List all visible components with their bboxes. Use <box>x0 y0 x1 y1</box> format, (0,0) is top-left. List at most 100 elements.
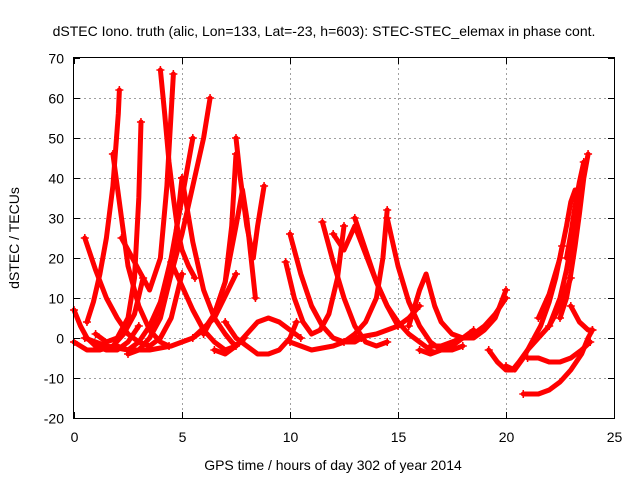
plus-marker <box>188 134 197 142</box>
series-sat-21 <box>283 223 347 337</box>
plus-marker <box>584 150 593 158</box>
plus-marker <box>169 70 178 78</box>
plus-marker <box>80 334 89 342</box>
y-tick-label: 30 <box>48 211 64 227</box>
plus-marker <box>562 254 571 262</box>
series-sat-26 <box>341 207 390 345</box>
plus-marker <box>251 294 260 302</box>
series-sat-30 <box>427 287 509 349</box>
series-sat-19 <box>222 319 299 357</box>
plus-marker <box>156 66 165 74</box>
plus-marker <box>91 330 100 338</box>
series-sat-11 <box>147 95 213 333</box>
plus-marker <box>458 342 467 350</box>
x-tick-label: 20 <box>499 429 515 445</box>
series-sat-09 <box>157 67 198 281</box>
series-sat-20 <box>287 231 364 345</box>
plus-marker <box>232 134 240 142</box>
plus-marker <box>292 318 301 326</box>
y-tick-label: 20 <box>48 251 64 267</box>
plus-marker <box>556 314 564 322</box>
plus-marker <box>80 234 89 242</box>
series-sat-10 <box>119 71 176 293</box>
plus-marker <box>167 258 176 266</box>
x-tick-label: 10 <box>283 429 299 445</box>
series-sat-33 <box>520 327 595 397</box>
plus-marker <box>588 326 597 334</box>
plus-marker <box>484 346 493 354</box>
series-sat-04 <box>84 87 122 325</box>
plus-marker <box>206 94 215 102</box>
plus-marker <box>178 174 186 182</box>
y-tick-label: 60 <box>48 91 64 107</box>
plus-marker <box>296 334 305 342</box>
x-axis-label: GPS time / hours of day 302 of year 2014 <box>204 457 462 473</box>
plus-marker <box>415 346 424 354</box>
plus-marker <box>281 258 290 266</box>
plus-marker <box>286 338 294 346</box>
y-tick-label: -10 <box>44 371 64 387</box>
series-sat-03 <box>82 235 185 349</box>
series-sat-17 <box>233 135 267 261</box>
y-axis-label: dSTEC / TECUs <box>6 187 22 289</box>
plus-marker <box>383 206 392 214</box>
series-sat-05 <box>93 119 144 345</box>
series-sat-23 <box>319 219 390 349</box>
plus-marker <box>82 318 91 326</box>
plus-marker <box>210 346 219 354</box>
data-series <box>70 66 597 398</box>
plus-marker <box>579 158 588 166</box>
plus-marker <box>329 230 338 238</box>
plus-marker <box>502 286 510 294</box>
plus-marker <box>190 274 199 282</box>
y-tick-label: 40 <box>48 171 64 187</box>
y-tick-label: 70 <box>48 51 64 67</box>
plus-marker <box>340 338 348 346</box>
plus-marker <box>134 322 143 330</box>
y-tick-label: 10 <box>48 291 64 307</box>
plot-frame <box>73 57 615 419</box>
plus-marker <box>383 214 392 222</box>
plus-marker <box>523 354 532 362</box>
series-sat-25 <box>352 215 433 353</box>
plus-marker <box>534 314 543 322</box>
plus-marker <box>260 182 269 190</box>
plus-marker <box>340 222 348 230</box>
plus-marker <box>566 302 575 310</box>
y-tick-label: 50 <box>48 131 64 147</box>
plus-marker <box>545 322 554 330</box>
plus-marker <box>519 390 528 398</box>
x-tick-label: 0 <box>71 429 79 445</box>
series-sat-18 <box>211 315 304 357</box>
plus-marker <box>115 86 124 94</box>
plus-marker <box>117 234 126 242</box>
series-sat-27 <box>384 215 466 353</box>
chart-title: dSTEC Iono. truth (alic, Lon=133, Lat=-2… <box>53 23 596 39</box>
plus-marker <box>145 326 154 334</box>
plus-marker <box>318 218 327 226</box>
plus-marker <box>383 338 392 346</box>
plus-marker <box>350 214 359 222</box>
series-sat-37 <box>557 151 591 321</box>
y-tick-label: 0 <box>56 331 64 347</box>
plus-marker <box>286 230 294 238</box>
series-sat-22 <box>287 303 423 353</box>
plus-marker <box>232 270 240 278</box>
axis-ticks: 0 5 10 15 20 25 -20 -10 0 10 20 30 40 50 60 70 <box>44 51 623 446</box>
plus-marker <box>426 342 435 350</box>
y-tick-label: -20 <box>44 411 64 427</box>
series-sat-06 <box>110 151 172 349</box>
x-tick-label: 15 <box>391 429 407 445</box>
plus-marker <box>136 118 145 126</box>
x-tick-label: 25 <box>607 429 623 445</box>
plus-marker <box>221 318 230 326</box>
plus-marker <box>108 150 117 158</box>
x-tick-label: 5 <box>179 429 187 445</box>
plus-marker <box>502 362 510 370</box>
plus-marker <box>188 334 197 342</box>
plus-marker <box>586 338 595 346</box>
series-sat-38 <box>568 303 595 333</box>
series-sat-34 <box>525 339 593 365</box>
series-sat-39 <box>564 159 587 261</box>
